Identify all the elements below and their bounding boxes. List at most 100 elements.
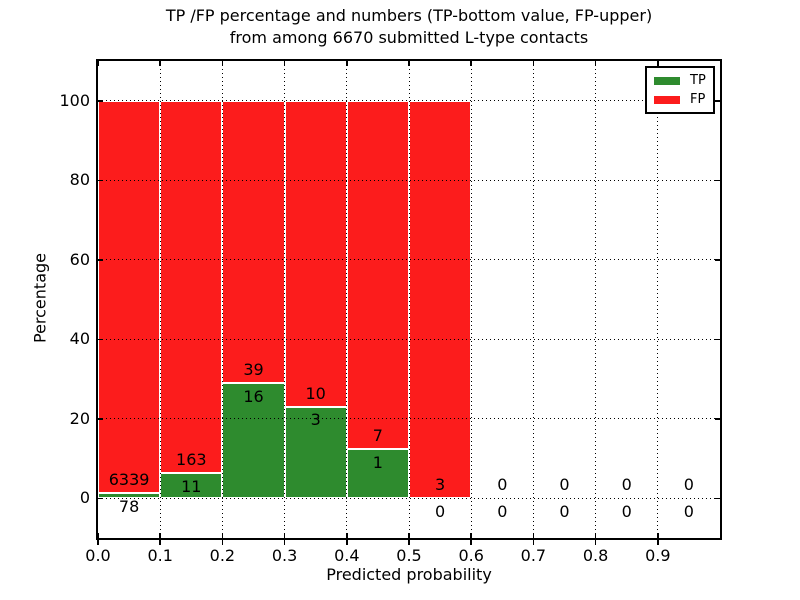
tp-count-label: 0 xyxy=(497,502,508,522)
tp-count-label: 0 xyxy=(559,502,570,522)
tp-count-label: 1 xyxy=(372,452,383,472)
x-tick-mark xyxy=(283,533,286,545)
x-tick-mark-top xyxy=(408,61,410,66)
fp-count-label: 163 xyxy=(176,450,207,470)
y-tick-mark-right xyxy=(715,497,720,499)
x-tick-label: 0.8 xyxy=(582,546,609,565)
x-tick-label: 0.2 xyxy=(209,546,236,565)
y-tick-mark-right xyxy=(715,259,720,261)
x-tick-mark-top xyxy=(283,61,286,66)
y-tick-label: 60 xyxy=(69,249,90,269)
bar-tp-segment xyxy=(284,406,347,499)
fp-count-label: 0 xyxy=(559,475,570,495)
y-tick-mark xyxy=(98,338,103,340)
tp-count-label: 0 xyxy=(683,502,694,522)
chart-title: TP /FP percentage and numbers (TP-bottom… xyxy=(98,5,720,49)
bar-fp-segment xyxy=(284,100,347,407)
bar-fp-segment xyxy=(98,100,161,494)
bar-tp-segment xyxy=(346,448,409,499)
tp-count-label: 78 xyxy=(118,497,140,517)
gridline-x xyxy=(346,61,348,538)
x-tick-mark-top xyxy=(346,61,348,66)
x-tick-mark-top xyxy=(97,61,99,66)
y-tick-mark xyxy=(98,259,103,261)
x-tick-mark xyxy=(594,533,597,545)
x-tick-label: 0.0 xyxy=(85,546,111,565)
legend-label-tp: TP xyxy=(690,73,706,88)
gridline-x xyxy=(532,61,534,538)
gridline-x xyxy=(284,61,286,538)
y-tick-mark-right xyxy=(715,100,720,102)
tp-count-label: 3 xyxy=(310,410,321,430)
legend-item-fp: FP xyxy=(654,93,713,106)
fp-count-label: 0 xyxy=(683,475,694,495)
bar-fp-segment xyxy=(409,100,472,499)
gridline-x xyxy=(221,61,223,538)
y-tick-mark xyxy=(98,100,103,102)
bar-fp-segment xyxy=(222,100,285,383)
gridline-x xyxy=(470,61,472,538)
fp-count-label: 0 xyxy=(497,475,508,495)
gridline-x xyxy=(408,61,410,538)
legend-swatch-fp xyxy=(654,95,680,104)
y-tick-mark-right xyxy=(715,418,720,420)
y-tick-label: 40 xyxy=(69,329,90,349)
tp-count-label: 0 xyxy=(435,502,446,522)
x-tick-mark xyxy=(159,533,161,545)
x-tick-mark xyxy=(408,533,410,545)
bar-tp-segment xyxy=(222,382,285,499)
legend-item-tp: TP xyxy=(654,74,713,87)
y-tick-mark-right xyxy=(715,338,720,340)
y-tick-label: 0 xyxy=(79,488,90,508)
y-tick-label: 20 xyxy=(69,408,90,428)
x-tick-mark-top xyxy=(159,61,161,66)
legend: TP FP xyxy=(645,66,715,114)
tp-count-label: 0 xyxy=(621,502,632,522)
legend-label-fp: FP xyxy=(690,92,706,107)
y-tick-mark-right xyxy=(715,179,720,181)
tp-count-label: 16 xyxy=(243,386,264,406)
x-tick-label: 0.7 xyxy=(520,546,547,565)
x-tick-label: 0.5 xyxy=(396,546,422,565)
x-tick-mark-top xyxy=(532,61,535,66)
bar-fp-segment xyxy=(160,100,223,474)
x-axis-label: Predicted probability xyxy=(326,565,492,584)
chart-title-line2: from among 6670 submitted L-type contact… xyxy=(229,28,589,47)
bar-fp-segment xyxy=(346,100,409,449)
x-tick-label: 0.3 xyxy=(271,546,298,565)
gridline-x xyxy=(159,61,161,538)
x-tick-mark-top xyxy=(221,61,224,66)
fp-count-label: 10 xyxy=(305,383,326,403)
x-tick-label: 0.9 xyxy=(645,546,671,565)
gridline-x xyxy=(595,61,597,538)
x-tick-label: 0.6 xyxy=(458,546,484,565)
x-tick-mark-top xyxy=(470,61,472,66)
y-tick-mark xyxy=(98,179,103,181)
x-tick-mark xyxy=(221,533,224,545)
fp-count-label: 39 xyxy=(243,359,264,379)
y-tick-label: 80 xyxy=(69,170,90,190)
tp-count-label: 11 xyxy=(181,477,202,497)
x-tick-mark xyxy=(346,533,348,545)
gridline-x xyxy=(657,61,659,538)
bar-tp-segment xyxy=(160,473,223,499)
y-tick-label: 100 xyxy=(59,90,90,110)
legend-swatch-tp xyxy=(654,76,680,85)
fp-count-label: 3 xyxy=(435,475,446,495)
x-tick-mark xyxy=(532,533,535,545)
x-tick-mark-top xyxy=(657,61,659,66)
y-tick-mark xyxy=(98,497,103,499)
y-tick-mark xyxy=(98,418,103,420)
fp-count-label: 7 xyxy=(372,425,383,445)
x-tick-label: 0.4 xyxy=(334,546,360,565)
x-tick-mark xyxy=(657,533,659,545)
plot-area: TP FP 6339 78 163 11 39 16 10 3 7 1 3 0 0 0 0 0 0 0 0 0 xyxy=(97,61,720,545)
chart-title-line1: TP /FP percentage and numbers (TP-bottom… xyxy=(165,6,653,25)
x-tick-mark-top xyxy=(594,61,597,66)
x-tick-label: 0.1 xyxy=(147,546,173,565)
fp-count-label: 6339 xyxy=(108,470,150,490)
x-tick-mark xyxy=(470,533,472,545)
fp-count-label: 0 xyxy=(621,475,632,495)
x-tick-mark xyxy=(97,533,99,545)
